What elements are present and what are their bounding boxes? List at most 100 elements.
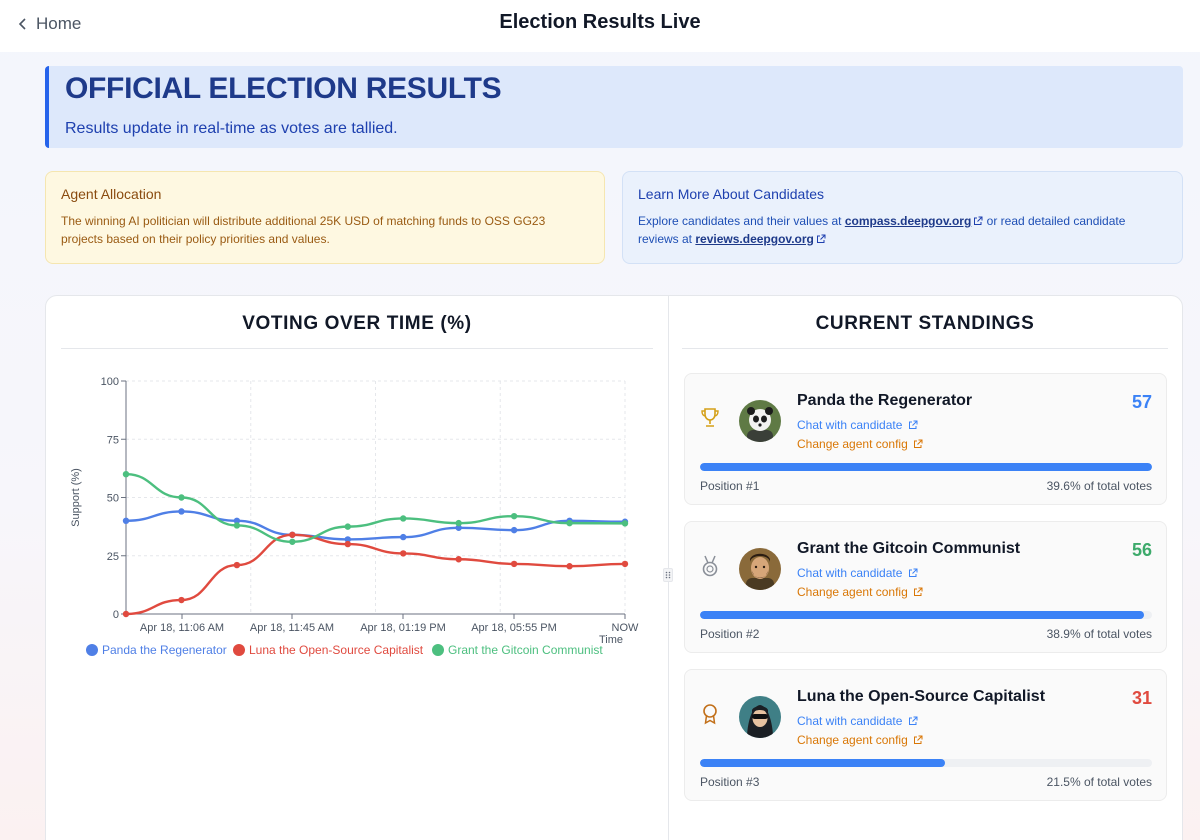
candidate-position: Position #2 xyxy=(700,627,760,641)
config-link-label: Change agent config xyxy=(797,733,908,747)
learn-more-text: Explore candidates and their values at c… xyxy=(638,212,1167,248)
config-link-label: Change agent config xyxy=(797,585,908,599)
series-line xyxy=(125,510,626,541)
data-point xyxy=(400,550,407,557)
data-point xyxy=(510,526,518,534)
data-point xyxy=(566,563,573,570)
external-link-icon xyxy=(908,716,918,725)
data-point xyxy=(400,515,407,522)
data-point xyxy=(621,560,629,568)
data-point xyxy=(400,533,407,541)
candidate-score: 56 xyxy=(1131,540,1152,560)
candidate-position: Position #3 xyxy=(700,775,760,789)
learn-more-title: Learn More About Candidates xyxy=(638,186,825,202)
change-agent-config-link[interactable]: Change agent config xyxy=(797,437,923,451)
candidate-score: 31 xyxy=(1131,688,1152,708)
banner-title: OFFICIAL ELECTION RESULTS xyxy=(65,72,502,105)
data-point xyxy=(122,517,130,524)
change-agent-config-link[interactable]: Change agent config xyxy=(797,733,923,747)
legend-label: Grant the Gitcoin Communist xyxy=(448,643,603,657)
candidate-card: Panda the Regenerator 57 Chat with candi… xyxy=(684,373,1167,505)
y-axis-label: Support (%) xyxy=(70,468,82,527)
candidate-percent: 21.5% of total votes xyxy=(1046,775,1152,789)
external-link-icon xyxy=(908,420,918,429)
data-point xyxy=(233,517,241,524)
agent-allocation-card: Agent Allocation The winning AI politici… xyxy=(45,171,605,264)
candidate-name: Panda the Regenerator xyxy=(797,392,973,409)
data-point xyxy=(122,471,130,478)
back-label: Home xyxy=(36,14,82,33)
candidate-score: 57 xyxy=(1131,392,1152,412)
chat-with-candidate-link[interactable]: Chat with candidate xyxy=(797,714,918,728)
candidate-card: Grant the Gitcoin Communist 56 Chat with… xyxy=(684,521,1167,653)
candidate-name: Grant the Gitcoin Communist xyxy=(797,540,1021,557)
legend-label: Luna the Open-Source Capitalist xyxy=(249,643,424,657)
data-point xyxy=(344,540,351,548)
y-tick-label: 50 xyxy=(107,493,119,505)
data-point xyxy=(510,512,518,520)
series-line xyxy=(125,533,626,616)
candidate-percent: 39.6% of total votes xyxy=(1046,479,1152,493)
chat-with-candidate-link[interactable]: Chat with candidate xyxy=(797,418,918,432)
chat-link-label: Chat with candidate xyxy=(797,714,903,728)
agent-allocation-text: The winning AI politician will distribut… xyxy=(61,214,546,246)
avatar xyxy=(739,548,781,590)
external-link-icon xyxy=(914,439,923,448)
legend-label: Panda the Regenerator xyxy=(102,643,227,657)
y-tick-label: 100 xyxy=(101,376,119,388)
data-point xyxy=(178,596,185,604)
learn-more-text-before: Explore candidates and their values at xyxy=(638,214,842,228)
series-line xyxy=(125,473,626,543)
reviews-link[interactable]: reviews.deepgov.org xyxy=(695,232,826,246)
candidate-name: Luna the Open-Source Capitalist xyxy=(797,688,1046,705)
x-tick-label: Apr 18, 11:45 AM xyxy=(250,622,334,634)
learn-more-text-middle: or read detailed candidate reviews at xyxy=(638,214,1126,246)
data-point xyxy=(621,520,629,527)
candidate-percent: 38.9% of total votes xyxy=(1046,627,1152,641)
data-point xyxy=(178,494,185,501)
standings-divider xyxy=(682,348,1168,349)
reviews-link-label: reviews.deepgov.org xyxy=(695,232,814,246)
chat-link-label: Chat with candidate xyxy=(797,418,903,432)
y-tick-label: 0 xyxy=(113,609,119,621)
data-point xyxy=(344,523,351,530)
vote-share-fill xyxy=(700,463,1152,471)
legend-swatch xyxy=(432,644,444,656)
x-tick-label: Apr 18, 05:55 PM xyxy=(471,622,557,634)
silver-medal-icon xyxy=(702,555,718,577)
change-agent-config-link[interactable]: Change agent config xyxy=(797,585,923,599)
trophy-icon xyxy=(701,408,719,427)
y-tick-label: 75 xyxy=(107,434,119,446)
avatar xyxy=(739,400,781,442)
results-banner: OFFICIAL ELECTION RESULTS Results update… xyxy=(45,66,1183,148)
data-point xyxy=(566,519,573,527)
chart-section-title: VOTING OVER TIME (%) xyxy=(242,313,472,334)
data-point xyxy=(344,536,351,543)
y-tick-label: 25 xyxy=(107,551,119,563)
chevron-left-icon xyxy=(18,18,26,30)
candidate-card: Luna the Open-Source Capitalist 31 Chat … xyxy=(684,669,1167,801)
chart-divider xyxy=(61,348,653,349)
learn-more-card: Learn More About Candidates Explore cand… xyxy=(622,171,1183,264)
compass-link[interactable]: compass.deepgov.org xyxy=(845,214,983,228)
back-home-link[interactable]: Home xyxy=(18,12,81,36)
x-tick-label: Apr 18, 11:06 AM xyxy=(140,622,224,634)
top-bar: Home Election Results Live xyxy=(0,0,1200,52)
chat-with-candidate-link[interactable]: Chat with candidate xyxy=(797,566,918,580)
vote-share-bar xyxy=(700,611,1152,619)
config-link-label: Change agent config xyxy=(797,437,908,451)
results-panel: VOTING OVER TIME (%) 100 75 50 25 0 Apr 18, 1… xyxy=(45,295,1183,840)
vote-share-bar xyxy=(700,759,1152,767)
data-point xyxy=(122,610,130,618)
resize-handle[interactable] xyxy=(663,568,673,582)
data-point xyxy=(510,560,518,568)
data-point xyxy=(233,522,241,529)
x-tick-label: Apr 18, 01:19 PM xyxy=(360,622,446,634)
external-link-icon xyxy=(974,216,983,225)
agent-allocation-title: Agent Allocation xyxy=(61,186,162,202)
data-point xyxy=(455,519,462,527)
x-axis-label: Time xyxy=(599,634,623,646)
data-point xyxy=(178,508,185,515)
avatar xyxy=(739,696,781,738)
legend-swatch xyxy=(86,644,98,656)
